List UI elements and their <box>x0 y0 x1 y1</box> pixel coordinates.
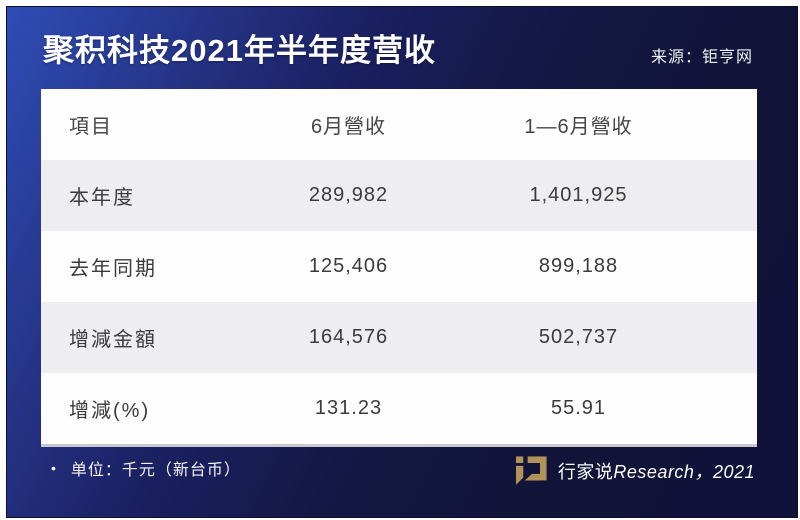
row-label: 增減(%) <box>69 400 151 422</box>
table-row: 本年度 289,982 1,401,925 <box>41 160 757 231</box>
cell-june-value: 131.23 <box>314 397 383 419</box>
page-title: 聚积科技2021年半年度营收 <box>43 33 436 68</box>
column-header-h1-revenue: 1—6月營收 <box>524 116 633 138</box>
hangjiashuo-logo-icon <box>515 456 547 485</box>
brand-signature: 行家说Research，2021 <box>515 451 755 491</box>
cell-june-value: 125,406 <box>308 255 389 277</box>
brand-text: 行家说Research，2021 <box>558 458 755 484</box>
table-row: 增減金額 164,576 502,737 <box>41 302 757 373</box>
row-label: 本年度 <box>69 187 135 209</box>
table-row: 增減(%) 131.23 55.91 <box>41 373 757 444</box>
revenue-table: 項目 6月營收 1—6月營收 本年度 289,982 1,401,925 去年同… <box>41 89 757 447</box>
unit-note: • 单位：千元（新台币） <box>51 455 241 481</box>
bullet-icon: • <box>51 460 57 476</box>
source-note: 来源：钜亨网 <box>650 49 753 66</box>
unit-note-text: 单位：千元（新台币） <box>70 462 241 479</box>
table-header-row: 項目 6月營收 1—6月營收 <box>41 89 757 160</box>
cell-h1-value: 899,188 <box>538 255 619 277</box>
row-label: 增減金額 <box>69 329 157 351</box>
column-header-item: 項目 <box>69 116 113 138</box>
table-row: 去年同期 125,406 899,188 <box>41 231 757 302</box>
report-card: 聚积科技2021年半年度营收 来源：钜亨网 項目 6月營收 1—6月營收 本年度… <box>6 6 798 518</box>
cell-h1-value: 55.91 <box>550 397 607 419</box>
cell-june-value: 289,982 <box>308 184 389 206</box>
brand-text-cn: 行家说 <box>557 462 614 482</box>
brand-text-en: Research，2021 <box>613 462 755 482</box>
cell-h1-value: 502,737 <box>538 326 619 348</box>
cell-june-value: 164,576 <box>308 326 389 348</box>
column-header-june-revenue: 6月營收 <box>310 116 387 138</box>
row-label: 去年同期 <box>69 258 157 280</box>
cell-h1-value: 1,401,925 <box>529 184 628 206</box>
